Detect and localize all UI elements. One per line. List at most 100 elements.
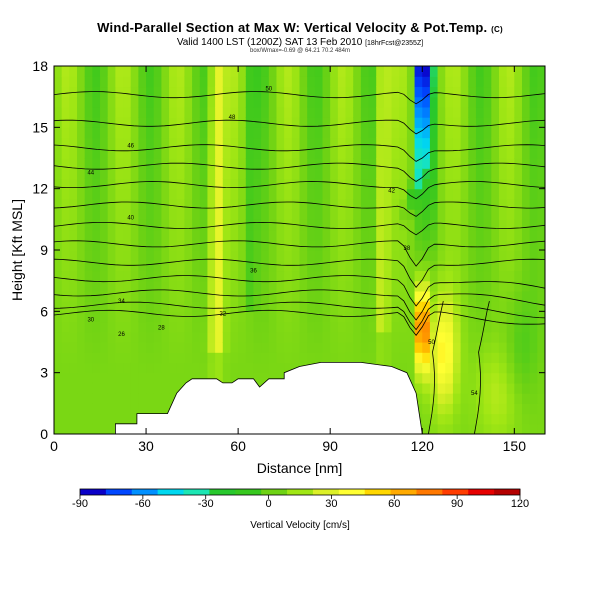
velocity-cell (130, 331, 139, 343)
velocity-cell (445, 331, 454, 343)
velocity-cell (253, 66, 262, 77)
velocity-cell (268, 250, 278, 261)
velocity-cell (468, 352, 477, 364)
velocity-cell (498, 321, 508, 333)
velocity-cell (130, 158, 139, 169)
velocity-cell (360, 209, 370, 220)
velocity-cell (176, 188, 186, 200)
velocity-cell (222, 321, 232, 333)
velocity-cell (460, 137, 469, 149)
theta-contours (54, 91, 545, 434)
velocity-cell (199, 342, 209, 353)
velocity-cell (491, 331, 500, 343)
velocity-cell (353, 352, 362, 364)
velocity-cell (61, 352, 70, 364)
velocity-cell (383, 260, 393, 272)
velocity-cell (123, 188, 132, 200)
velocity-cell (498, 413, 508, 425)
velocity-cell (468, 117, 477, 128)
velocity-cell (452, 76, 462, 88)
velocity-cell (261, 127, 270, 139)
velocity-cell (521, 290, 531, 302)
velocity-cell (337, 76, 347, 88)
velocity-cell (498, 423, 508, 434)
velocity-cell (207, 117, 216, 128)
velocity-cell (353, 280, 362, 292)
velocity-cell (230, 239, 239, 251)
velocity-cell (284, 342, 293, 353)
velocity-cell (468, 372, 477, 384)
velocity-cell (514, 331, 523, 343)
velocity-cell (307, 239, 316, 251)
velocity-cell (376, 86, 385, 98)
velocity-cell (192, 239, 201, 251)
velocity-cell (391, 331, 400, 343)
velocity-cell (299, 270, 308, 282)
velocity-cell (445, 76, 454, 88)
velocity-cell (521, 311, 531, 323)
velocity-cell (161, 301, 170, 312)
velocity-cell (276, 219, 285, 231)
velocity-cell (529, 393, 538, 404)
velocity-cell (115, 76, 124, 88)
velocity-cell (291, 301, 301, 312)
velocity-cell (452, 66, 462, 77)
velocity-cell (322, 178, 331, 190)
velocity-cell (130, 362, 139, 374)
velocity-cell (468, 423, 477, 434)
velocity-cell (406, 158, 416, 169)
velocity-cell (314, 321, 324, 333)
velocity-cell (69, 106, 78, 118)
velocity-cell (345, 209, 354, 220)
velocity-cell (429, 403, 439, 415)
velocity-cell (153, 188, 162, 200)
velocity-cell (84, 270, 93, 282)
velocity-cell (468, 260, 477, 272)
velocity-cell (437, 280, 446, 292)
velocity-cell (314, 127, 324, 139)
velocity-cell (483, 280, 492, 292)
velocity-cell (245, 321, 255, 333)
velocity-cell (376, 219, 385, 231)
velocity-cell (215, 188, 224, 200)
velocity-cell (360, 219, 370, 231)
velocity-cell (92, 209, 101, 220)
velocity-cell (353, 127, 362, 139)
velocity-cell (245, 66, 255, 77)
velocity-cell (437, 117, 446, 128)
velocity-cell (521, 301, 531, 312)
velocity-cell (360, 352, 370, 364)
velocity-cell (506, 342, 515, 353)
velocity-cell (521, 270, 531, 282)
velocity-cell (498, 393, 508, 404)
velocity-cell (452, 188, 462, 200)
velocity-cell (437, 331, 446, 343)
velocity-cell (445, 127, 454, 139)
velocity-cell (261, 372, 270, 384)
velocity-cell (169, 188, 178, 200)
velocity-cell (54, 331, 63, 343)
velocity-cell (445, 382, 454, 394)
velocity-cell (391, 321, 400, 333)
velocity-cell (376, 239, 385, 251)
velocity-cell (123, 96, 132, 108)
velocity-cell (414, 260, 423, 272)
velocity-cell (92, 331, 101, 343)
velocity-cell (69, 382, 78, 394)
velocity-cell (483, 198, 492, 210)
velocity-cell (337, 219, 347, 231)
velocity-cell (468, 382, 477, 394)
velocity-cell (475, 270, 485, 282)
velocity-cell (460, 260, 469, 272)
velocity-cell (123, 198, 132, 210)
velocity-cell (422, 403, 431, 415)
velocity-cell (291, 66, 301, 77)
velocity-cell (391, 239, 400, 251)
velocity-cell (207, 198, 216, 210)
velocity-cell (391, 229, 400, 241)
velocity-cell (307, 280, 316, 292)
velocity-cell (383, 66, 393, 77)
velocity-cell (153, 321, 162, 333)
velocity-cell (460, 250, 469, 261)
velocity-cell (176, 219, 186, 231)
